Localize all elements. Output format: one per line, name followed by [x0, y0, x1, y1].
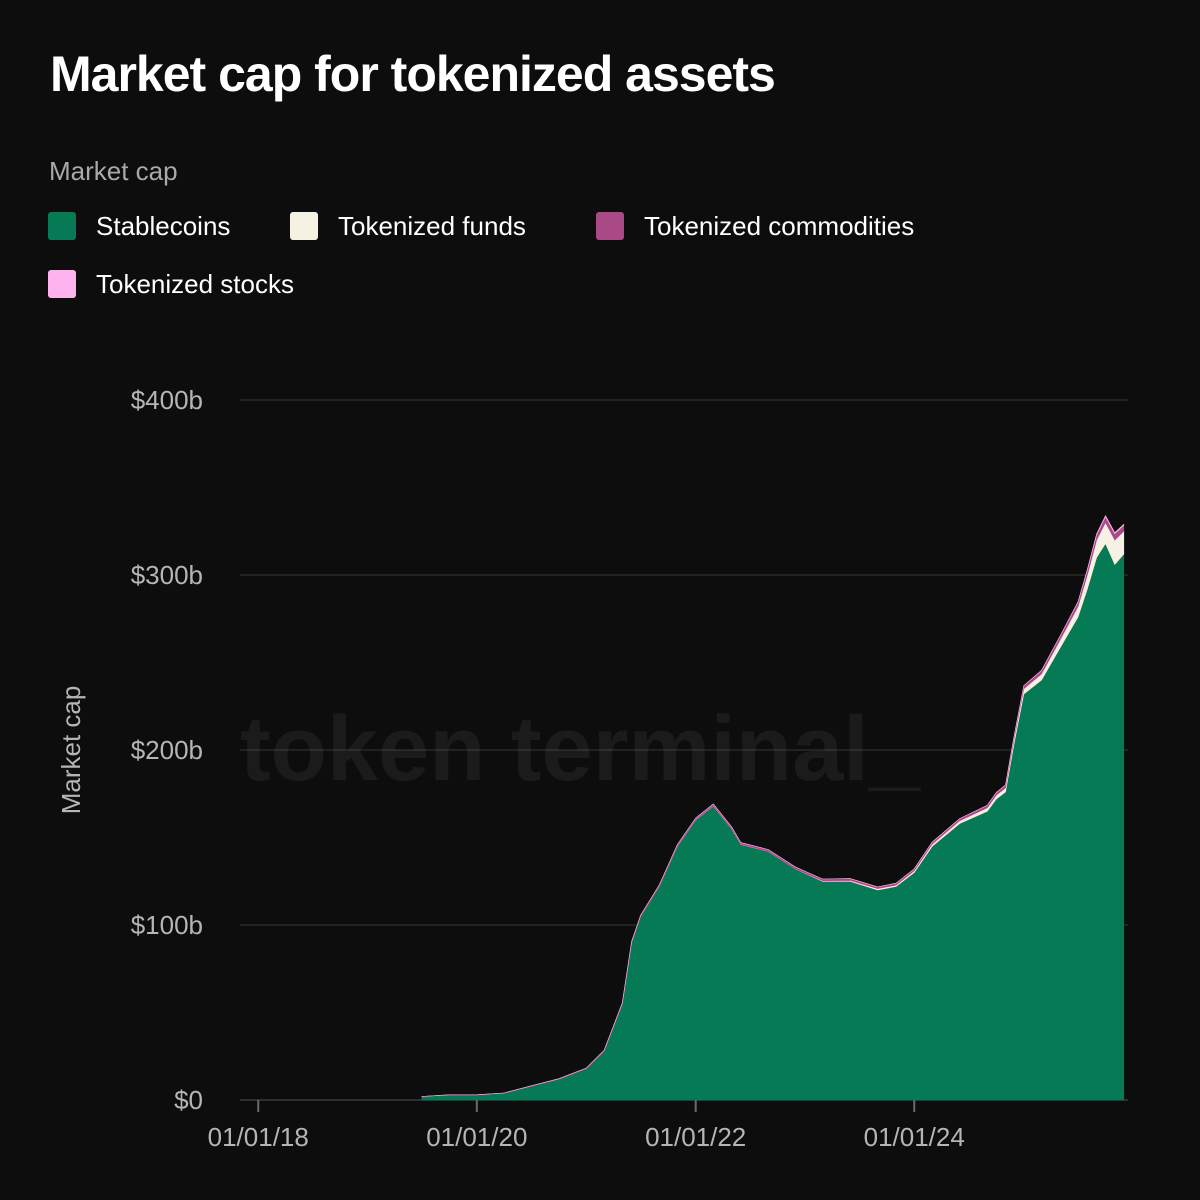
legend-swatch-tokenized-commodities	[596, 212, 624, 240]
y-tick-label: $200b	[131, 735, 203, 765]
area-series	[421, 515, 1125, 1101]
y-tick-label: $300b	[131, 560, 203, 590]
chart-title: Market cap for tokenized assets	[50, 46, 776, 102]
y-axis-ticks: $0 $100b $200b $300b $400b	[131, 385, 203, 1115]
legend-label-tokenized-stocks: Tokenized stocks	[96, 268, 294, 299]
x-tick-label: 01/01/18	[208, 1122, 309, 1152]
legend-swatch-stablecoins	[48, 212, 76, 240]
legend-label-tokenized-commodities: Tokenized commodities	[644, 210, 915, 241]
legend-item-tokenized-funds[interactable]: Tokenized funds	[290, 210, 526, 242]
y-axis-title: Market cap	[56, 686, 86, 815]
x-tick-label: 01/01/20	[426, 1122, 527, 1152]
area-stablecoins	[421, 542, 1125, 1101]
legend-title: Market cap	[49, 156, 178, 186]
x-axis-ticks: 01/01/18 01/01/20 01/01/22 01/01/24	[208, 1100, 965, 1152]
legend-label-stablecoins: Stablecoins	[96, 210, 231, 241]
legend-item-stablecoins[interactable]: Stablecoins	[48, 210, 230, 242]
x-tick-label: 01/01/24	[864, 1122, 965, 1152]
y-tick-label: $0	[174, 1085, 203, 1115]
y-tick-label: $400b	[131, 385, 203, 415]
watermark-text: token terminal_	[240, 698, 921, 800]
legend-item-tokenized-commodities[interactable]: Tokenized commodities	[596, 210, 914, 242]
legend-label-tokenized-funds: Tokenized funds	[338, 210, 526, 241]
legend-swatch-tokenized-funds	[290, 212, 318, 240]
y-tick-label: $100b	[131, 910, 203, 940]
area-tokenized-stocks	[421, 515, 1125, 1097]
legend-swatch-tokenized-stocks	[48, 270, 76, 298]
legend-item-tokenized-stocks[interactable]: Tokenized stocks	[48, 268, 294, 300]
x-tick-label: 01/01/22	[645, 1122, 746, 1152]
